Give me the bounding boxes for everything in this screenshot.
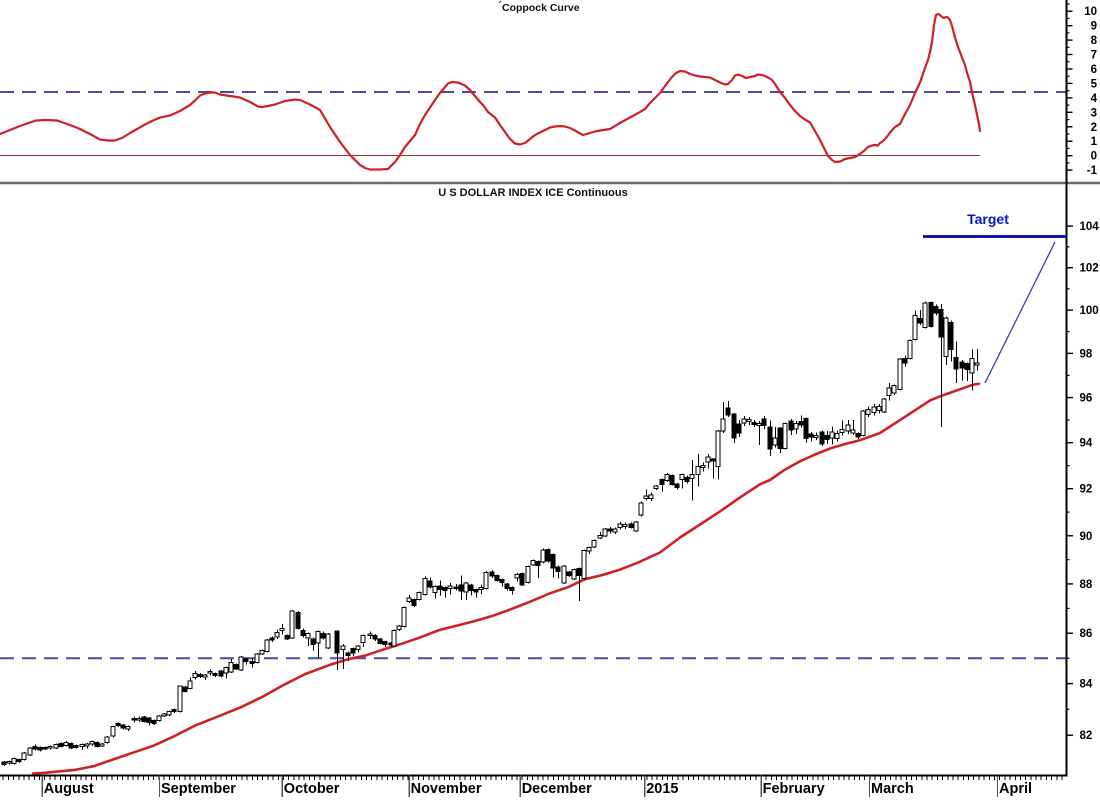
svg-text:November: November <box>411 781 482 797</box>
svg-text:1: 1 <box>1091 136 1098 148</box>
svg-text:2: 2 <box>1091 122 1097 134</box>
svg-text:0: 0 <box>1091 151 1097 163</box>
svg-text:7: 7 <box>1091 50 1097 62</box>
svg-text:86: 86 <box>1080 628 1093 640</box>
svg-text:Coppock Curve: Coppock Curve <box>502 2 580 14</box>
svg-text:October: October <box>284 781 340 797</box>
svg-text:2015: 2015 <box>646 781 678 797</box>
svg-text:102: 102 <box>1080 263 1099 275</box>
svg-text:9: 9 <box>1091 21 1097 33</box>
svg-text:August: August <box>44 781 94 797</box>
svg-text:U S DOLLAR INDEX ICE Continuou: U S DOLLAR INDEX ICE Continuous <box>438 187 627 199</box>
svg-text:82: 82 <box>1080 730 1093 742</box>
svg-text:104: 104 <box>1080 221 1100 233</box>
svg-text:February: February <box>763 781 825 797</box>
svg-text:4: 4 <box>1091 93 1098 105</box>
svg-text:88: 88 <box>1080 579 1093 591</box>
svg-text:3: 3 <box>1091 107 1097 119</box>
svg-text:December: December <box>522 781 592 797</box>
svg-text:-1: -1 <box>1087 165 1098 177</box>
svg-text:84: 84 <box>1080 679 1093 691</box>
svg-text:10: 10 <box>1084 6 1097 18</box>
svg-text:90: 90 <box>1080 531 1093 543</box>
svg-text:March: March <box>871 781 914 797</box>
svg-text:98: 98 <box>1080 348 1093 360</box>
svg-text:96: 96 <box>1080 393 1093 405</box>
svg-text:92: 92 <box>1080 484 1093 496</box>
svg-text:September: September <box>161 781 236 797</box>
svg-text:100: 100 <box>1080 305 1099 317</box>
svg-text:5: 5 <box>1091 78 1098 90</box>
svg-text:6: 6 <box>1091 64 1097 76</box>
svg-text:94: 94 <box>1080 438 1093 450</box>
svg-text:8: 8 <box>1091 35 1098 47</box>
svg-text:Target: Target <box>967 211 1009 227</box>
svg-text:April: April <box>999 781 1032 797</box>
